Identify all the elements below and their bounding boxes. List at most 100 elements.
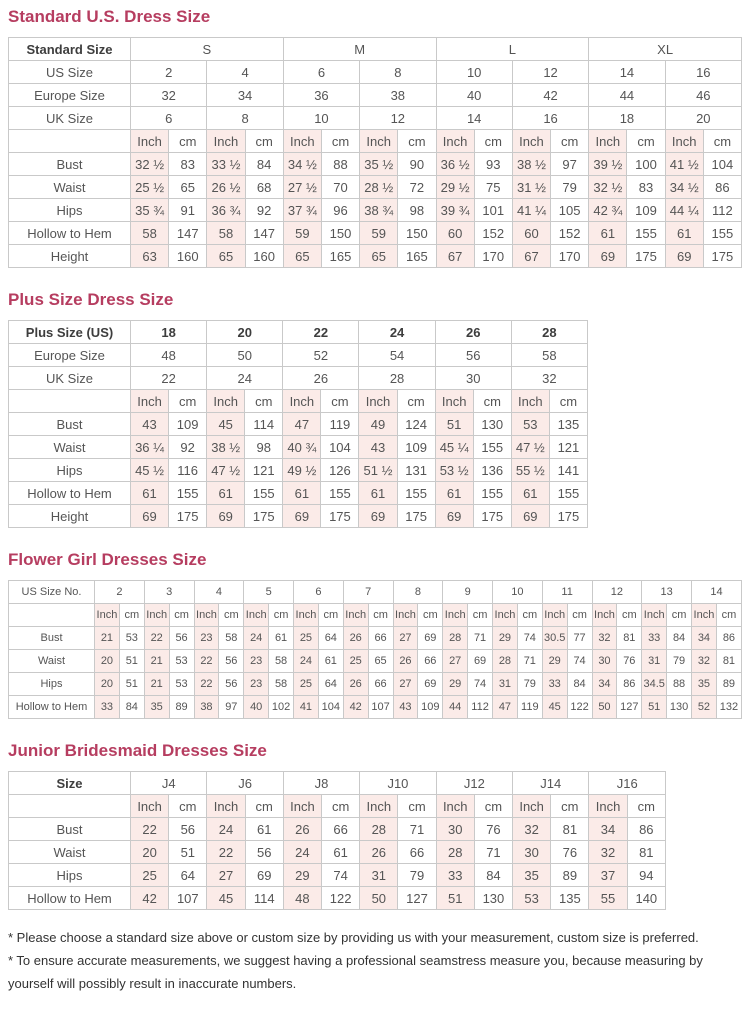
- size-group-cell: 8: [359, 60, 437, 84]
- value-cell: 29: [492, 626, 518, 650]
- value-cell: 34: [588, 817, 628, 841]
- value-cell: 26: [342, 626, 369, 650]
- size-group-cell: 2: [94, 580, 145, 604]
- value-cell: 30: [591, 649, 618, 673]
- size-group-cell: 18: [588, 106, 666, 130]
- value-cell: 59: [282, 221, 322, 245]
- value-cell: 86: [626, 817, 667, 841]
- value-cell: 36 ¼: [129, 435, 170, 459]
- standard-size-title: Standard U.S. Dress Size: [8, 7, 211, 26]
- value-cell: 127: [616, 695, 643, 719]
- table-header-row: Europe Size 48 50 52 54 56 58: [8, 343, 589, 367]
- size-group-cell: 40: [435, 83, 513, 107]
- row-label: [8, 794, 131, 818]
- value-cell: 35: [143, 695, 170, 719]
- junior-bridesmaid-title: Junior Bridesmaid Dresses Size: [8, 741, 267, 760]
- unit-cm-cell: cm: [472, 389, 512, 413]
- table-header-row: Europe Size 32 34 36 38 40 42 44 46: [8, 83, 743, 107]
- value-cell: 122: [566, 695, 593, 719]
- value-cell: 24: [282, 840, 323, 864]
- value-cell: 67: [435, 244, 475, 268]
- unit-cm-cell: cm: [317, 603, 344, 627]
- value-cell: 74: [321, 863, 361, 887]
- unit-inch-cell: Inch: [435, 794, 475, 818]
- value-cell: 89: [550, 863, 590, 887]
- unit-cm-cell: cm: [321, 794, 361, 818]
- size-group-cell: 58: [510, 343, 589, 367]
- value-cell: 48: [282, 886, 323, 910]
- size-group-cell: 18: [129, 320, 208, 344]
- value-cell: 35 ½: [359, 152, 399, 176]
- value-cell: 38 ½: [511, 152, 552, 176]
- value-cell: 91: [168, 198, 208, 222]
- value-cell: 41: [293, 695, 319, 719]
- row-label: Hips: [8, 863, 131, 887]
- value-cell: 155: [168, 481, 208, 505]
- value-cell: 88: [320, 152, 361, 176]
- measurement-row: Waist 20 51 22 56 24 61 26 66 28 71 30 76 32 81: [8, 840, 667, 864]
- unit-cm-cell: cm: [616, 603, 643, 627]
- size-group-cell: 30: [434, 366, 512, 390]
- unit-cm-cell: cm: [417, 603, 444, 627]
- value-cell: 135: [550, 886, 590, 910]
- size-group-cell: 11: [541, 580, 593, 604]
- value-cell: 33: [641, 626, 668, 650]
- size-group-cell: 8: [392, 580, 444, 604]
- unit-cm-cell: cm: [218, 603, 245, 627]
- row-label: Height: [8, 504, 131, 528]
- value-cell: 71: [397, 817, 437, 841]
- unit-row: Inch cm Inch cm Inch cm Inch cm Inch cm Inch cm Inch…: [8, 603, 743, 627]
- value-cell: 24: [243, 626, 270, 650]
- value-cell: 65: [206, 244, 246, 268]
- value-cell: 150: [397, 221, 437, 245]
- unit-cm-cell: cm: [626, 794, 667, 818]
- value-cell: 45 ¼: [434, 435, 474, 459]
- value-cell: 27 ½: [282, 175, 322, 199]
- unit-cm-cell: cm: [118, 603, 145, 627]
- value-cell: 33: [541, 672, 568, 696]
- size-group-cell: J6: [206, 771, 284, 795]
- value-cell: 58: [268, 672, 294, 696]
- value-cell: 77: [566, 626, 593, 650]
- value-cell: 26 ½: [206, 175, 246, 199]
- value-cell: 98: [397, 198, 437, 222]
- value-cell: 52: [691, 695, 717, 719]
- value-cell: 81: [715, 649, 743, 673]
- size-group-cell: 10: [282, 106, 361, 130]
- row-label: Hips: [8, 672, 95, 696]
- size-group-cell: 28: [358, 366, 436, 390]
- unit-inch-cell: Inch: [129, 794, 170, 818]
- value-cell: 21: [143, 672, 170, 696]
- value-cell: 47 ½: [206, 458, 246, 482]
- size-group-cell: 42: [511, 83, 590, 107]
- measurement-row: Hollow to Hem 42 107 45 114 48 122 50 127 51 130 53…: [8, 886, 667, 910]
- value-cell: 74: [516, 626, 543, 650]
- unit-inch-cell: Inch: [359, 129, 399, 153]
- size-chart-page: Standard U.S. Dress Size Standard Size S M…: [8, 7, 743, 991]
- value-cell: 30: [435, 817, 475, 841]
- value-cell: 71: [467, 626, 493, 650]
- value-cell: 28: [492, 649, 518, 673]
- value-cell: 121: [244, 458, 284, 482]
- value-cell: 94: [626, 863, 667, 887]
- unit-inch-cell: Inch: [392, 603, 419, 627]
- unit-cm-cell: cm: [397, 794, 437, 818]
- value-cell: 147: [168, 221, 208, 245]
- value-cell: 89: [715, 672, 743, 696]
- value-cell: 26: [342, 672, 369, 696]
- value-cell: 32: [588, 840, 628, 864]
- size-group-cell: 4: [206, 60, 284, 84]
- value-cell: 31: [492, 672, 518, 696]
- value-cell: 81: [550, 817, 590, 841]
- size-group-cell: 22: [129, 366, 208, 390]
- footnote-custom-size: * Please choose a standard size above or…: [8, 930, 699, 945]
- row-label: [8, 129, 131, 153]
- measurement-row: Bust 32 ½ 83 33 ½ 84 34 ½ 88 35 ½ 90 36 ½ 93 38 ½ 97…: [8, 152, 743, 176]
- value-cell: 43: [129, 412, 170, 436]
- value-cell: 61: [358, 481, 398, 505]
- unit-cm-cell: cm: [666, 603, 692, 627]
- value-cell: 61: [434, 481, 474, 505]
- value-cell: 175: [626, 244, 666, 268]
- unit-cm-cell: cm: [320, 389, 360, 413]
- value-cell: 56: [218, 649, 245, 673]
